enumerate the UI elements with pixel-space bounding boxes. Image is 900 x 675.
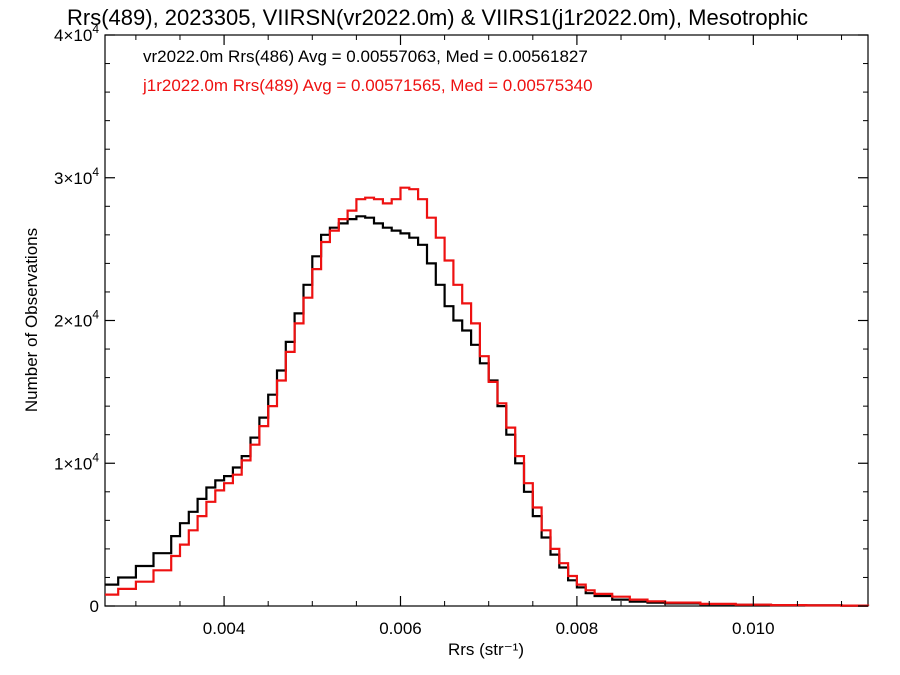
x-axis-ticks (135, 35, 843, 606)
y-axis-label: Number of Observations (22, 228, 41, 412)
series-layer (105, 186, 870, 607)
x-tick-label: 0.004 (203, 619, 246, 638)
x-tick-label: 0.008 (556, 619, 599, 638)
y-axis-ticks (105, 34, 868, 607)
y-tick-label: 3×104 (54, 165, 99, 188)
series-line-1 (105, 186, 870, 607)
chart-title: Rrs(489), 2023305, VIIRSN(vr2022.0m) & V… (67, 5, 808, 30)
x-tick-label: 0.006 (379, 619, 422, 638)
series-line-0 (105, 215, 870, 607)
y-tick-label: 4×104 (54, 22, 99, 45)
y-tick-label: 2×104 (54, 308, 99, 331)
y-tick-label: 1×104 (54, 450, 99, 473)
plot-area: 0.004 0.006 0.008 0.010 0 1×104 2×104 3×104 4×10… (54, 22, 870, 638)
y-tick-label: 0 (90, 597, 99, 616)
legend-red: j1r2022.0m Rrs(489) Avg = 0.00571565, Me… (142, 76, 593, 95)
legend-black: vr2022.0m Rrs(486) Avg = 0.00557063, Med… (143, 47, 588, 66)
plot-frame (104, 34, 869, 607)
tick-labels: 0.004 0.006 0.008 0.010 0 1×104 2×104 3×104 4×10… (54, 22, 775, 638)
x-axis-label: Rrs (str⁻¹) (448, 640, 524, 659)
x-tick-label: 0.010 (732, 619, 775, 638)
